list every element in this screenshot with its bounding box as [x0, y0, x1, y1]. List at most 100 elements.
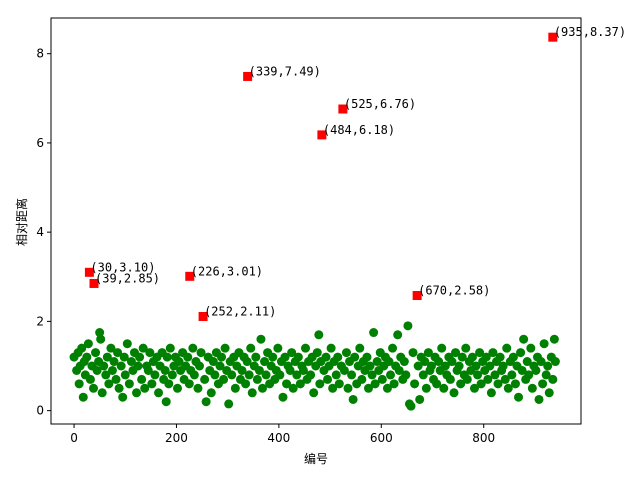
normal-point [454, 361, 464, 371]
normal-point [147, 379, 157, 389]
x-tick-label: 600 [370, 431, 393, 445]
normal-point [174, 357, 184, 367]
normal-point [74, 379, 84, 389]
y-axis-title: 相对距离 [14, 198, 29, 246]
normal-point [522, 357, 532, 367]
normal-point [399, 357, 409, 367]
normal-point [107, 365, 117, 375]
normal-point [393, 330, 403, 340]
normal-point [275, 370, 285, 380]
normal-point [377, 374, 387, 384]
normal-point [282, 379, 292, 389]
normal-point [206, 388, 216, 398]
normal-point [224, 399, 234, 409]
outlier-label: (39,2.85) [95, 271, 160, 285]
normal-point [119, 352, 129, 362]
normal-point [160, 365, 170, 375]
normal-point [261, 370, 271, 380]
normal-point [268, 352, 278, 362]
normal-point [99, 361, 109, 371]
normal-point [285, 365, 295, 375]
normal-point [111, 374, 121, 384]
x-tick-label: 800 [472, 431, 495, 445]
normal-point [406, 401, 416, 411]
normal-point [292, 370, 302, 380]
y-tick-label: 0 [36, 404, 44, 418]
normal-point [363, 383, 373, 393]
data-marks [69, 32, 560, 411]
normal-point [541, 370, 551, 380]
normal-point [165, 343, 175, 353]
normal-point [183, 352, 193, 362]
normal-point [449, 388, 459, 398]
normal-point [503, 383, 513, 393]
normal-point [132, 388, 142, 398]
normal-point [116, 361, 126, 371]
normal-point [531, 365, 541, 375]
normal-point [394, 365, 404, 375]
normal-point [339, 365, 349, 375]
outlier-point [84, 267, 94, 277]
normal-point [321, 352, 331, 362]
normal-point [97, 388, 107, 398]
normal-point [488, 348, 498, 358]
outlier-point [198, 311, 208, 321]
outlier-label: (670,2.58) [418, 284, 490, 298]
normal-point [437, 343, 447, 353]
normal-point [498, 361, 508, 371]
outlier-label: (252,2.11) [204, 304, 276, 318]
y-tick-label: 8 [36, 47, 44, 61]
normal-point [288, 383, 298, 393]
outlier-label: (935,8.37) [554, 25, 626, 39]
normal-point [256, 334, 266, 344]
normal-point [188, 343, 198, 353]
normal-point [410, 379, 420, 389]
normal-point [89, 383, 99, 393]
normal-point [544, 388, 554, 398]
normal-point [355, 343, 365, 353]
normal-point [120, 370, 130, 380]
normal-point [519, 334, 529, 344]
normal-point [388, 343, 398, 353]
normal-point [143, 365, 153, 375]
x-axis-ticks: 0 200 400 600 800 [70, 424, 495, 445]
normal-point [96, 334, 106, 344]
normal-point [246, 343, 256, 353]
normal-point [362, 352, 372, 362]
normal-point [237, 365, 247, 375]
normal-point [189, 370, 199, 380]
normal-point [536, 357, 546, 367]
normal-point [539, 339, 549, 349]
normal-point [331, 370, 341, 380]
normal-point [323, 374, 333, 384]
normal-point [244, 370, 254, 380]
normal-point [315, 379, 325, 389]
normal-point [550, 357, 560, 367]
normal-point [347, 370, 357, 380]
normal-point [164, 379, 174, 389]
normal-point [118, 392, 128, 402]
normal-point [527, 383, 537, 393]
normal-point [95, 328, 105, 338]
normal-point [439, 383, 449, 393]
normal-point [456, 379, 466, 389]
normal-point [413, 361, 423, 371]
normal-point [293, 352, 303, 362]
normal-point [534, 394, 544, 404]
normal-point [162, 352, 172, 362]
normal-point [524, 370, 534, 380]
normal-point [475, 348, 485, 358]
normal-point [77, 343, 87, 353]
normal-point [113, 348, 123, 358]
normal-point [418, 370, 428, 380]
normal-point [161, 397, 171, 407]
normal-point [423, 348, 433, 358]
normal-point [135, 352, 145, 362]
normal-point [333, 352, 343, 362]
outlier-label: (484,6.18) [323, 123, 395, 137]
normal-point [83, 339, 93, 349]
normal-point [306, 370, 316, 380]
normal-point [124, 379, 134, 389]
outlier-point [185, 271, 195, 281]
